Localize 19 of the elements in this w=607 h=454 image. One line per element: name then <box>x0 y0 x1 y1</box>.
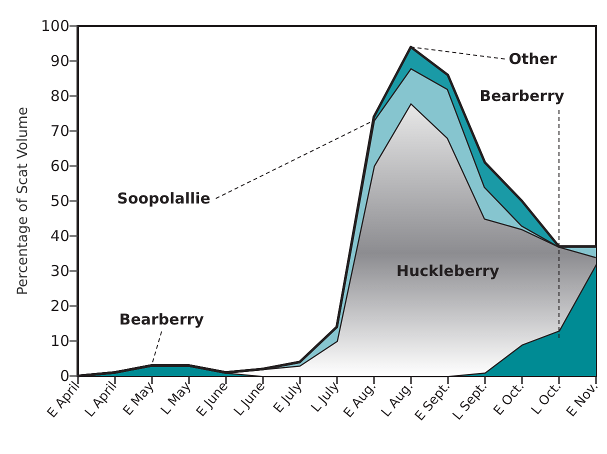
y-tick-label: 40 <box>50 227 70 245</box>
x-tick-label: L Oct. <box>528 379 565 418</box>
y-axis-title: Percentage of Scat Volume <box>15 106 31 296</box>
y-tick-label: 50 <box>50 192 70 210</box>
annotation: Other <box>508 50 558 68</box>
y-tick-label: 70 <box>50 122 70 140</box>
annotation: Bearberry <box>119 310 204 328</box>
y-tick-label: 90 <box>50 52 70 70</box>
annotation: Soopolallie <box>117 190 210 208</box>
annotation: Huckleberry <box>396 262 500 280</box>
y-tick-label: 60 <box>50 157 70 175</box>
x-tick-label: E Oct. <box>491 379 528 419</box>
y-tick-label: 100 <box>40 17 70 35</box>
y-tick-label: 20 <box>50 297 70 315</box>
y-tick-label: 30 <box>50 262 70 280</box>
y-tick-label: 0 <box>60 367 70 385</box>
y-tick-label: 10 <box>50 332 70 350</box>
annotation: Bearberry <box>480 87 564 105</box>
y-tick-label: 80 <box>50 87 70 105</box>
